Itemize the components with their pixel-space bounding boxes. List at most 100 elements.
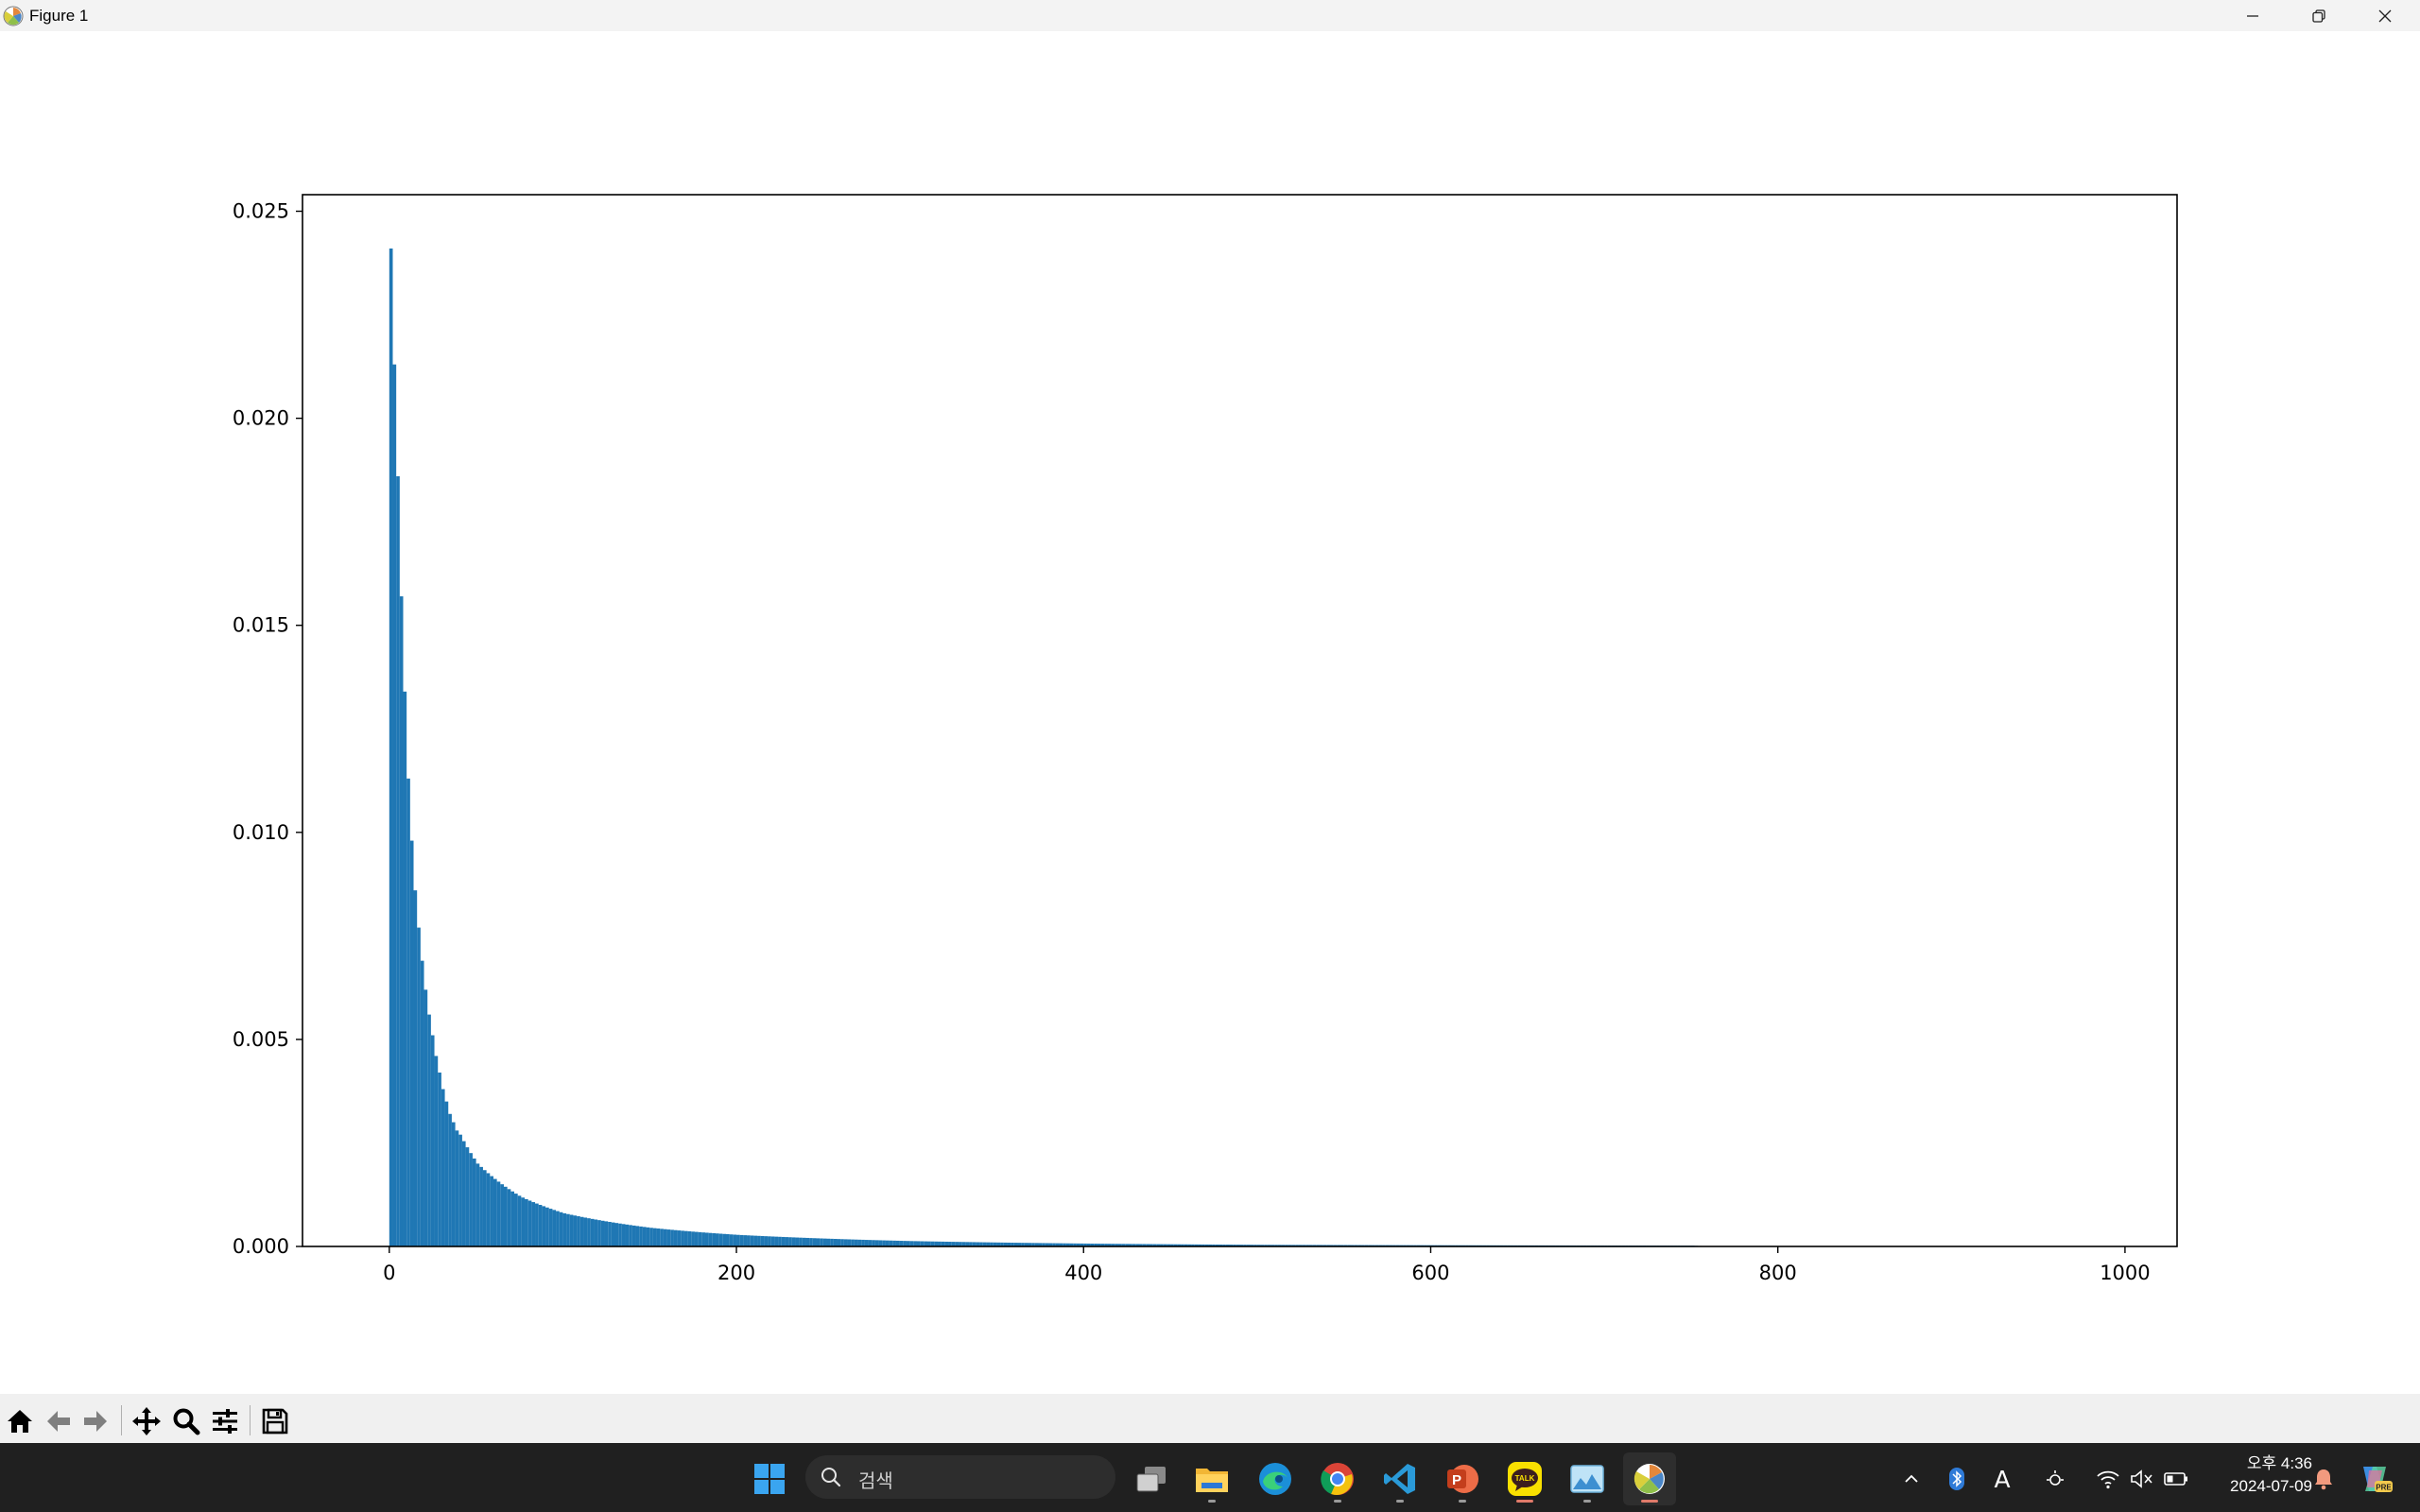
photos-icon — [1570, 1465, 1604, 1493]
back-button[interactable] — [43, 1405, 75, 1437]
taskbar-clock[interactable]: 오후 4:36 2024-07-09 — [2199, 1452, 2312, 1498]
taskbar-powerpoint[interactable]: P — [1436, 1452, 1489, 1505]
histogram-bar — [535, 1203, 539, 1246]
chevron-up-icon — [1905, 1474, 1918, 1483]
histogram-bar — [461, 1141, 466, 1246]
histogram-bar — [934, 1241, 939, 1246]
histogram-bar — [757, 1235, 761, 1246]
start-button[interactable] — [743, 1452, 796, 1505]
histogram-bar — [677, 1230, 682, 1246]
histogram-plot[interactable]: 0 200 400 600 800 1000 0.000 0.005 0.010 0.015 0.0… — [0, 31, 2420, 1394]
histogram-bar — [1250, 1245, 1254, 1246]
show-hidden-icons-button[interactable] — [1896, 1464, 1927, 1494]
histogram-bar — [496, 1181, 501, 1246]
copilot-badge: PRE — [2376, 1484, 2392, 1492]
bluetooth-button[interactable] — [1942, 1464, 1972, 1494]
histogram-bar — [1146, 1244, 1150, 1246]
histogram-bar — [948, 1242, 952, 1246]
histogram-bar — [587, 1218, 591, 1246]
restore-icon — [2312, 9, 2325, 23]
histogram-bar — [882, 1240, 886, 1246]
histogram-bar — [747, 1235, 751, 1246]
taskbar-edge[interactable] — [1249, 1452, 1302, 1505]
histogram-bar — [799, 1237, 803, 1246]
taskbar-vscode[interactable] — [1374, 1452, 1426, 1505]
chrome-icon — [1321, 1463, 1354, 1496]
histogram-bar — [868, 1240, 873, 1246]
restore-button[interactable] — [2286, 0, 2352, 31]
histogram-bar — [733, 1234, 737, 1246]
histogram-bar — [559, 1211, 563, 1246]
histogram-bar — [472, 1158, 476, 1246]
histogram-bar — [847, 1239, 852, 1246]
brightness-button[interactable] — [2040, 1464, 2070, 1494]
histogram-bar — [1107, 1244, 1112, 1246]
histogram-bar — [1184, 1244, 1188, 1246]
histogram-bar — [1059, 1243, 1063, 1246]
home-button[interactable] — [4, 1405, 36, 1437]
histogram-bar — [538, 1205, 543, 1246]
histogram-bar — [465, 1147, 470, 1246]
minimize-button[interactable] — [2220, 0, 2286, 31]
histogram-bar — [1000, 1242, 1004, 1246]
taskbar-kakaotalk[interactable]: TALK — [1498, 1452, 1551, 1505]
histogram-bar — [930, 1241, 935, 1246]
zoom-button[interactable] — [170, 1405, 202, 1437]
kakaotalk-icon: TALK — [1508, 1462, 1542, 1496]
histogram-bar — [899, 1241, 904, 1246]
histogram-bar — [1017, 1243, 1022, 1246]
home-icon — [8, 1410, 32, 1433]
histogram-bar — [545, 1207, 549, 1246]
x-tick-label: 0 — [383, 1262, 395, 1284]
histogram-bar — [1204, 1244, 1209, 1246]
pan-button[interactable] — [130, 1405, 163, 1437]
navigation-toolbar — [0, 1394, 2420, 1443]
task-view-button[interactable] — [1125, 1452, 1178, 1505]
histogram-bar — [409, 840, 414, 1246]
histogram-bar — [579, 1216, 584, 1246]
histogram-bar — [986, 1242, 991, 1246]
histogram-bar — [906, 1241, 910, 1246]
save-button[interactable] — [259, 1405, 291, 1437]
histogram-bar — [434, 1056, 439, 1246]
battery-button[interactable] — [2161, 1464, 2191, 1494]
close-button[interactable] — [2352, 0, 2418, 31]
histogram-bar — [1135, 1244, 1139, 1246]
x-tick-label: 200 — [717, 1262, 755, 1284]
histogram-bar — [1011, 1243, 1014, 1246]
histogram-bar — [1013, 1243, 1018, 1246]
configure-subplots-button[interactable] — [209, 1405, 241, 1437]
histogram-bar — [1132, 1244, 1136, 1246]
histogram-bar — [812, 1238, 817, 1246]
histogram-bar — [1100, 1244, 1105, 1246]
histogram-bar — [1152, 1244, 1157, 1246]
copilot-icon: PRE — [2363, 1467, 2393, 1492]
notification-button[interactable] — [2308, 1464, 2339, 1494]
taskbar-photos[interactable] — [1561, 1452, 1614, 1505]
copilot-button[interactable]: PRE — [2356, 1464, 2394, 1494]
forward-button[interactable] — [79, 1405, 112, 1437]
histogram-bar — [1104, 1244, 1108, 1246]
input-method-button[interactable]: A — [1987, 1464, 2017, 1494]
figure-canvas[interactable]: 0 200 400 600 800 1000 0.000 0.005 0.010 0.015 0.0… — [0, 31, 2420, 1394]
histogram-bar — [1021, 1243, 1025, 1246]
histogram-bar — [406, 778, 410, 1246]
histogram-bar — [1125, 1244, 1129, 1246]
volume-button[interactable] — [2127, 1464, 2157, 1494]
histogram-bar — [1031, 1243, 1035, 1246]
taskbar-chrome[interactable] — [1311, 1452, 1364, 1505]
wifi-button[interactable] — [2093, 1464, 2123, 1494]
histogram-bar — [760, 1235, 765, 1246]
svg-text:P: P — [1452, 1472, 1461, 1488]
histogram-bar — [830, 1238, 834, 1246]
histogram-bar — [424, 989, 428, 1246]
histogram-bar — [1111, 1244, 1115, 1246]
histogram-bar — [663, 1228, 667, 1246]
histogram-bar — [569, 1214, 574, 1246]
x-tick-label: 1000 — [2100, 1262, 2150, 1284]
taskbar-file-explorer[interactable] — [1185, 1452, 1238, 1505]
taskbar-matplotlib-figure[interactable] — [1623, 1452, 1676, 1505]
histogram-bar — [639, 1226, 643, 1246]
histogram-bar — [1274, 1245, 1278, 1246]
taskbar-search[interactable]: 검색 — [805, 1455, 1115, 1499]
